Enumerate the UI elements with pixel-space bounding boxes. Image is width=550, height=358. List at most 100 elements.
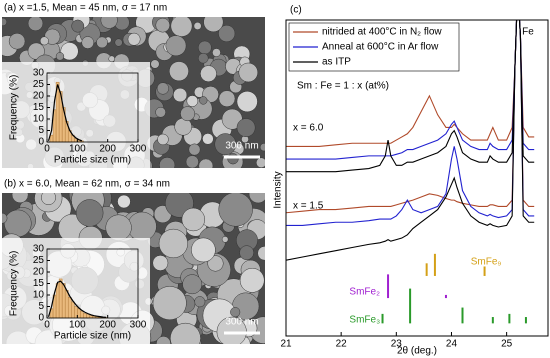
particle — [202, 133, 214, 145]
particle — [182, 274, 203, 295]
particle — [152, 255, 169, 271]
hist-bar — [83, 313, 87, 319]
particle — [172, 87, 188, 103]
particle — [194, 296, 206, 308]
y-tick-label: 10 — [33, 290, 45, 301]
particle — [100, 17, 118, 29]
particle — [165, 35, 187, 57]
x-tick-label: 22 — [336, 339, 348, 350]
particle — [157, 133, 169, 146]
particle — [227, 153, 239, 165]
legend-label: as ITP — [322, 57, 351, 68]
x-tick-label: 300 — [130, 144, 147, 155]
x-tick-label: 100 — [69, 144, 86, 155]
x-tick-label: 0 — [44, 320, 50, 331]
particle — [200, 65, 217, 82]
x-tick-label: 25 — [501, 339, 513, 350]
particle — [186, 95, 199, 107]
y-tick-label: 30 — [33, 68, 45, 79]
particle — [71, 19, 85, 33]
annotation: Fe — [522, 27, 534, 38]
particle — [198, 158, 214, 168]
particle — [156, 336, 171, 344]
particle — [60, 42, 79, 61]
particle — [193, 22, 202, 30]
particle — [114, 38, 123, 47]
particle — [230, 307, 241, 318]
hist-bar — [58, 278, 63, 319]
legend-label: nitrided at 400°C in N₂ flow — [322, 27, 442, 38]
y-tick-label: 5 — [38, 301, 44, 312]
particle — [169, 61, 189, 82]
x-tick-label: 200 — [99, 144, 116, 155]
particle — [239, 245, 254, 261]
particle — [259, 143, 265, 152]
y-tick-label: 5 — [38, 125, 44, 136]
y-tick-label: 0 — [38, 313, 44, 324]
particle — [236, 91, 258, 113]
hist-bar — [55, 283, 60, 319]
particle — [218, 193, 253, 227]
particle — [152, 286, 187, 321]
particle — [218, 24, 236, 43]
x-tick-label: 23 — [391, 339, 403, 350]
hist-bar — [71, 301, 75, 319]
plot-frame — [285, 19, 549, 337]
y-tick-label: 20 — [33, 91, 45, 102]
particle — [207, 255, 224, 272]
particle — [4, 209, 32, 238]
particle — [212, 48, 221, 57]
particle — [105, 214, 132, 241]
scale-bar-label: 300 nm — [225, 317, 258, 328]
hist-bar — [80, 310, 84, 319]
particle — [117, 194, 131, 209]
particle — [197, 40, 212, 55]
curve-label: x = 6.0 — [293, 123, 324, 134]
fit-curve — [47, 280, 107, 318]
particle — [55, 52, 65, 61]
inset-background — [2, 238, 150, 344]
particle — [75, 199, 104, 227]
x-tick-label: 300 — [130, 320, 147, 331]
y-tick-label: 0 — [38, 137, 44, 148]
reference-label: SmFe₂ — [349, 287, 380, 298]
particle — [11, 193, 29, 204]
particle — [198, 52, 209, 64]
annotation: Sm : Fe = 1 : x (at%) — [297, 81, 389, 92]
particle — [155, 17, 171, 33]
particle — [214, 133, 237, 156]
hist-bar — [64, 290, 69, 319]
x-axis-label: Particle size (nm) — [54, 331, 131, 342]
particle — [155, 106, 166, 118]
fit-curve — [47, 84, 83, 142]
plot-area — [286, 20, 535, 261]
particle — [255, 157, 265, 168]
y-axis-label: Frequency (%) — [9, 251, 20, 317]
x-axis-label: 2θ (deg.) — [397, 346, 437, 357]
particle — [8, 33, 26, 50]
particle — [156, 82, 170, 95]
particle — [185, 155, 199, 168]
particle — [221, 236, 229, 243]
hist-bar — [67, 297, 72, 319]
particle — [218, 90, 236, 107]
xrd-curve — [286, 20, 535, 261]
particle — [203, 17, 224, 33]
particle — [150, 59, 160, 69]
x-tick-label: 0 — [44, 144, 50, 155]
particle — [170, 322, 201, 344]
reference-label: SmFe₃ — [349, 315, 380, 326]
hist-bar — [86, 314, 90, 319]
particle — [159, 157, 176, 168]
particle — [158, 228, 189, 259]
particle — [238, 62, 259, 83]
particle — [199, 96, 208, 105]
particle — [180, 106, 196, 122]
particle — [127, 211, 157, 242]
x-tick-label: 24 — [446, 339, 458, 350]
particle — [170, 17, 193, 37]
particle — [2, 17, 8, 26]
y-tick-label: 25 — [33, 79, 45, 90]
